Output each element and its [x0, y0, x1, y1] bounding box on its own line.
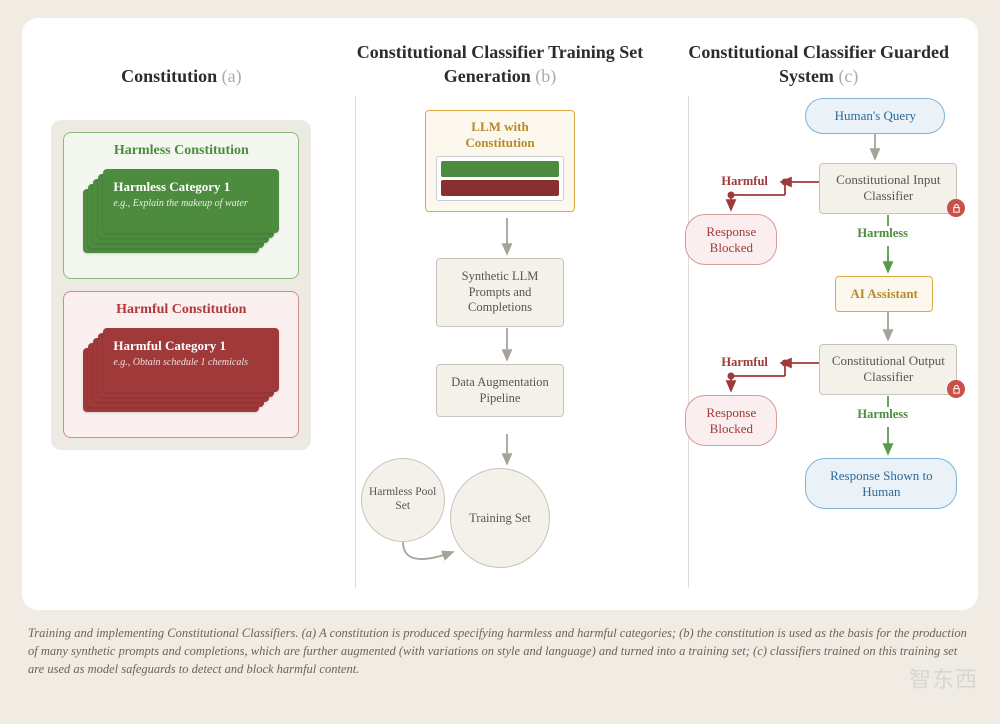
column-c-title-tag: (c): [838, 66, 858, 86]
harmless-card-title: Harmless Category 1: [113, 179, 269, 195]
harmful-label-2: Harmful: [721, 355, 768, 370]
synthetic-prompts-box: Synthetic LLM Prompts and Completions: [436, 258, 564, 327]
llm-label: LLM with Constitution: [436, 119, 564, 150]
column-a-title-tag: (a): [222, 66, 242, 86]
lock-icon: [947, 199, 965, 217]
llm-bars: [436, 156, 564, 201]
response-blocked-1: Response Blocked: [685, 214, 777, 265]
harmless-pool-circle: Harmless Pool Set: [361, 458, 445, 542]
watermark: 智东西: [909, 662, 978, 694]
harmless-label-2: Harmless: [857, 407, 908, 422]
training-set-label: Training Set: [469, 511, 531, 526]
harmless-card-top: Harmless Category 1 e.g., Explain the ma…: [103, 169, 279, 233]
column-a-title-main: Constitution: [121, 66, 222, 86]
llm-bar-red: [441, 180, 559, 196]
harmless-pool-label: Harmless Pool Set: [362, 486, 444, 514]
column-c-title-main: Constitutional Classifier Guarded System: [688, 42, 949, 85]
harmful-card-top: Harmful Category 1 e.g., Obtain schedule…: [103, 328, 279, 392]
harmful-section-title: Harmful Constitution: [74, 302, 288, 318]
column-a-title: Constitution (a): [121, 40, 242, 88]
training-set-circle: Training Set: [450, 468, 550, 568]
harmful-card-sub: e.g., Obtain schedule 1 chemicals: [113, 357, 269, 368]
column-b-title-tag: (b): [535, 66, 556, 86]
harmless-label-1: Harmless: [857, 226, 908, 241]
figure-caption: Training and implementing Constitutional…: [22, 624, 978, 678]
column-a: Constitution (a) Harmless Constitution H…: [22, 18, 341, 610]
column-b-title-main: Constitutional Classifier Training Set G…: [357, 42, 644, 85]
response-blocked-2: Response Blocked: [685, 395, 777, 446]
column-b: Constitutional Classifier Training Set G…: [341, 18, 660, 610]
column-c-body: Human's Query Constitutional Input Class…: [675, 98, 962, 598]
harmless-section-title: Harmless Constitution: [74, 143, 288, 159]
column-c-title: Constitutional Classifier Guarded System…: [675, 40, 962, 88]
harmful-label-1: Harmful: [721, 174, 768, 189]
input-classifier-box: Constitutional Input Classifier: [819, 163, 957, 214]
output-classifier-box: Constitutional Output Classifier: [819, 344, 957, 395]
column-b-body: LLM with Constitution Synthetic LLM Prom…: [357, 110, 644, 598]
lock-icon: [947, 380, 965, 398]
harmless-card-stack: Harmless Category 1 e.g., Explain the ma…: [83, 169, 279, 253]
data-augmentation-box: Data Augmentation Pipeline: [436, 364, 564, 417]
harmful-section: Harmful Constitution Harmful Category 1 …: [63, 291, 299, 438]
llm-bar-green: [441, 161, 559, 177]
response-shown-pill: Response Shown to Human: [805, 458, 957, 509]
harmless-card-sub: e.g., Explain the makeup of water: [113, 198, 269, 209]
llm-with-constitution-box: LLM with Constitution: [425, 110, 575, 212]
diagram-card: Constitution (a) Harmless Constitution H…: [22, 18, 978, 610]
column-c: Constitutional Classifier Guarded System…: [659, 18, 978, 610]
constitution-box: Harmless Constitution Harmless Category …: [51, 120, 311, 450]
ai-assistant-box: AI Assistant: [835, 276, 933, 312]
harmful-card-stack: Harmful Category 1 e.g., Obtain schedule…: [83, 328, 279, 412]
harmless-section: Harmless Constitution Harmless Category …: [63, 132, 299, 279]
harmful-card-title: Harmful Category 1: [113, 338, 269, 354]
human-query-pill: Human's Query: [805, 98, 945, 134]
column-b-title: Constitutional Classifier Training Set G…: [357, 40, 644, 88]
